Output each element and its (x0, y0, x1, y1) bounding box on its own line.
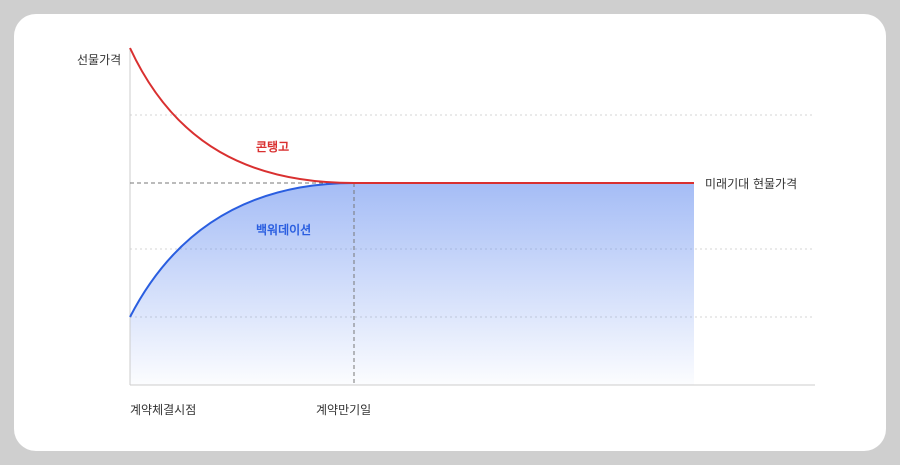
x-start-label: 계약체결시점 (130, 402, 196, 417)
contango-curve (129, 47, 355, 184)
backwardation-area (130, 183, 694, 385)
backwardation-curve (129, 182, 355, 318)
contango-label: 콘탱고 (256, 140, 289, 154)
expected-spot-label: 미래기대 현물가격 (705, 177, 797, 191)
y-axis-label: 선물가격 (77, 53, 121, 67)
gridlines (130, 114, 815, 318)
x-end-label: 계약만기일 (316, 402, 371, 417)
backwardation-label: 백워데이션 (256, 222, 311, 237)
